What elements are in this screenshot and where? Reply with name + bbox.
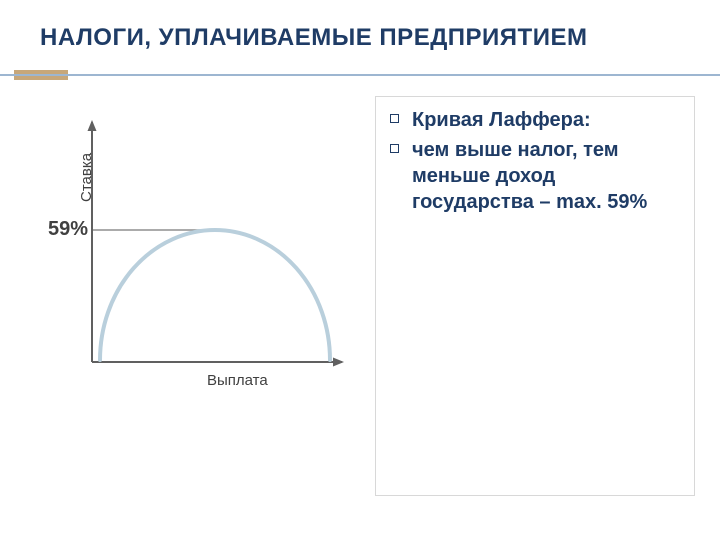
bullet-list: Кривая Лаффера: чем выше налог, тем мень… [390,107,680,215]
bullet-item: Кривая Лаффера: [390,107,680,133]
x-axis-label: Выплата [207,372,268,389]
title-rule [0,68,720,82]
bullet-item: чем выше налог, тем меньше доход государ… [390,137,680,215]
y-axis-label: Ставка [78,153,95,202]
square-bullet-icon [390,114,399,123]
slide: НАЛОГИ, УПЛАЧИВАЕМЫЕ ПРЕДПРИЯТИЕМ 59% Ст… [0,0,720,540]
text-panel: Кривая Лаффера: чем выше налог, тем мень… [375,96,695,496]
square-bullet-icon [390,144,399,153]
bullet-text: Кривая Лаффера: [412,109,591,131]
laffer-chart: 59% Ставка Выплата [30,110,360,400]
page-title: НАЛОГИ, УПЛАЧИВАЕМЫЕ ПРЕДПРИЯТИЕМ [40,24,587,52]
rule-line [0,74,720,76]
marker-label: 59% [48,218,88,241]
bullet-text: чем выше налог, тем меньше доход государ… [412,139,647,213]
